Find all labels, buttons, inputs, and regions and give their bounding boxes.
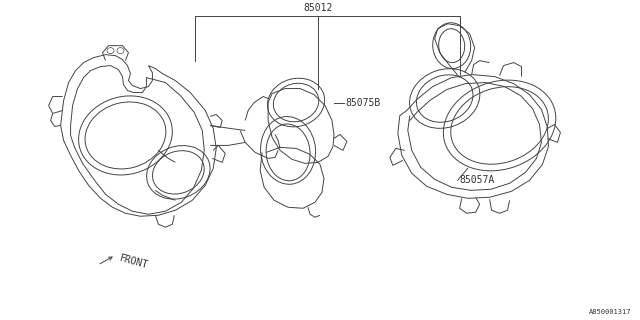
Text: A850001317: A850001317 <box>589 309 631 315</box>
Text: 85012: 85012 <box>303 3 333 13</box>
Text: FRONT: FRONT <box>118 253 150 271</box>
Text: 85075B: 85075B <box>345 98 380 108</box>
Text: 85057A: 85057A <box>460 175 495 185</box>
